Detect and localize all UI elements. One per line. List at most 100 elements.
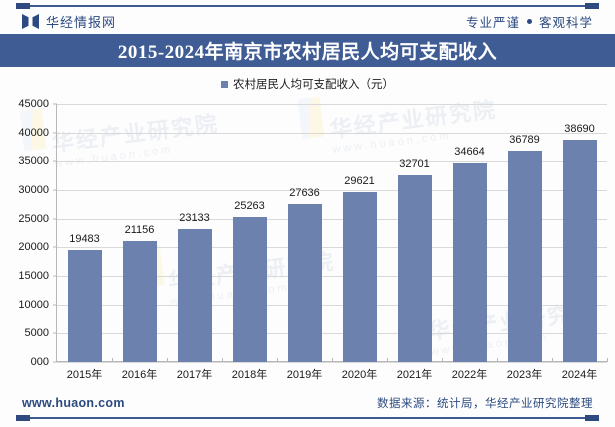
y-axis-tick-mark — [53, 218, 57, 220]
bar[interactable] — [562, 140, 597, 362]
x-axis-tick-mark — [222, 358, 278, 362]
rule-cap-right — [585, 3, 599, 9]
top-divider-rule — [16, 3, 599, 9]
y-axis-tick-label: 000 — [30, 356, 49, 368]
bar-column[interactable]: 36789 — [497, 104, 552, 362]
bar[interactable] — [507, 151, 542, 362]
y-axis-tick-label: 5000 — [24, 327, 49, 340]
bar[interactable] — [177, 229, 212, 362]
bar-value-label: 38690 — [564, 123, 595, 136]
bar-column[interactable]: 27636 — [277, 104, 332, 362]
y-axis-tick-label: 30000 — [18, 184, 49, 196]
brand-identity[interactable]: 华经情报网 — [22, 12, 116, 31]
bar[interactable] — [397, 174, 432, 362]
plot-area: 45000 40000 35000 30000 25000 20000 15000 10000… — [18, 98, 607, 368]
x-axis-tick-label: 2019年 — [286, 369, 323, 381]
bar-value-label: 29621 — [344, 175, 375, 188]
bar[interactable] — [452, 163, 487, 362]
bar-column[interactable]: 21156 — [112, 104, 167, 362]
x-axis-tick-label: 2020年 — [341, 369, 378, 381]
x-axis-tick-label: 2023年 — [506, 369, 543, 381]
bar-column[interactable]: 34664 — [442, 104, 497, 362]
chart-title-band: 2015-2024年南京市农村居民人均可支配收入 — [0, 34, 615, 67]
x-axis-tick-mark — [497, 358, 553, 362]
bar-column[interactable]: 32701 — [387, 104, 442, 362]
y-axis-tick-label: 35000 — [18, 155, 49, 168]
bullet-dot-icon — [526, 18, 532, 24]
bar-value-label: 25263 — [234, 200, 265, 213]
page-footer: www.huaon.com 数据来源：统计局，华经产业研究院整理 — [0, 391, 615, 415]
x-axis-tick-mark — [332, 358, 388, 362]
y-axis-tick-label: 20000 — [18, 241, 49, 254]
y-axis-tick-label: 40000 — [18, 126, 49, 139]
y-axis-tick-mark — [53, 160, 57, 162]
x-axis-tick-mark — [387, 358, 443, 362]
rule-cap-left — [16, 3, 30, 9]
bar[interactable] — [67, 250, 102, 362]
x-axis-tick-label: 2017年 — [176, 369, 213, 381]
x-axis-tick-label: 2022年 — [451, 369, 488, 381]
y-axis-tick-mark — [53, 132, 57, 134]
bar[interactable] — [342, 192, 377, 362]
bar-column[interactable]: 23133 — [167, 104, 222, 362]
y-axis-tick-mark — [53, 275, 57, 277]
gridline — [57, 218, 607, 220]
chart-legend[interactable]: 农村居民人均可支配收入（元） — [0, 76, 615, 92]
x-axis-tick-row — [57, 358, 608, 362]
y-axis-line — [56, 104, 57, 362]
x-axis-tick-label: 2018年 — [231, 369, 268, 381]
bar-value-label: 34664 — [454, 146, 485, 159]
brand-name: 华经情报网 — [46, 14, 117, 30]
bar-value-label: 19483 — [69, 233, 100, 246]
gridline — [57, 304, 607, 306]
bowtie-logo-icon — [22, 13, 39, 29]
bar-value-label: 23133 — [179, 212, 210, 225]
rule-cap-right-bottom — [585, 415, 599, 421]
x-axis-line — [56, 361, 607, 362]
gridline — [57, 190, 607, 191]
y-axis-tick-mark — [53, 361, 57, 363]
bar-series: 19483 21156 23133 25263 27636 29621 32701 34664… — [57, 104, 607, 362]
x-axis-tick-label: 2021年 — [396, 369, 433, 381]
legend-swatch-icon — [221, 80, 228, 88]
bar-column[interactable]: 19483 — [57, 104, 112, 362]
gridline — [57, 104, 607, 105]
gridline — [57, 276, 607, 277]
gridline — [57, 161, 607, 163]
site-url[interactable]: www.huaon.com — [22, 396, 125, 410]
bar[interactable] — [287, 203, 322, 362]
data-source-note: 数据来源：统计局，华经产业研究院整理 — [377, 398, 593, 410]
x-axis-tick-label: 2015年 — [66, 369, 103, 381]
x-axis-labels: 2015年 2016年 2017年 2018年 2019年 2020年 2021年 2022年… — [57, 364, 607, 384]
slogan-left-text: 专业严谨 — [465, 15, 520, 30]
gridline — [57, 362, 607, 363]
y-axis-tick-mark — [53, 304, 57, 306]
x-axis-tick-mark — [442, 358, 498, 362]
y-axis-tick-mark — [53, 189, 57, 191]
y-axis-tick-label: 10000 — [18, 298, 49, 311]
x-axis-tick-mark — [552, 358, 608, 362]
bar[interactable] — [122, 240, 157, 362]
page-title: 2015-2024年南京市农村居民人均可支配收入 — [117, 42, 498, 63]
y-axis-tick-mark — [53, 103, 57, 105]
slogan-right-text: 客观科学 — [538, 15, 593, 30]
bar-column[interactable]: 29621 — [332, 104, 387, 362]
bar-value-label: 32701 — [399, 157, 430, 170]
x-axis-tick-mark — [57, 358, 113, 362]
bar[interactable] — [232, 217, 267, 362]
bar-value-label: 21156 — [124, 223, 155, 236]
gridline — [57, 333, 607, 335]
chart-area: 华经产业研究院 www.huaon.com 华经产业研究院 www.huaon.… — [0, 96, 615, 388]
bar-column[interactable]: 25263 — [222, 104, 277, 362]
bar-column[interactable]: 38690 — [552, 104, 607, 362]
y-axis-tick-mark — [53, 332, 57, 334]
y-axis-tick-mark — [53, 246, 57, 248]
brand-slogan: 专业严谨 客观科学 — [466, 12, 593, 31]
rule-cap-left-bottom — [16, 415, 30, 421]
bar-value-label: 36789 — [509, 134, 540, 147]
y-axis-tick-label: 25000 — [18, 212, 49, 225]
y-axis-tick-label: 45000 — [18, 98, 49, 110]
legend-item-label: 农村居民人均可支配收入（元） — [233, 79, 394, 91]
x-axis-tick-label: 2024年 — [561, 369, 598, 381]
